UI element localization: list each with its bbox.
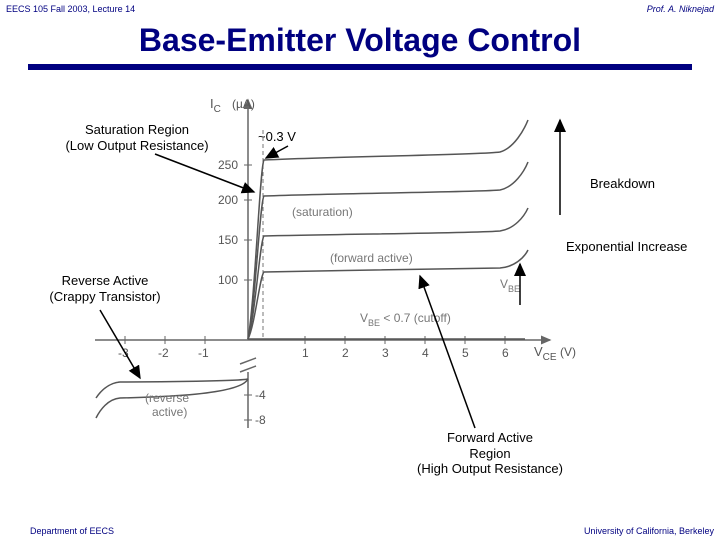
svg-text:VBE: VBE: [500, 277, 520, 294]
svg-text:100: 100: [218, 273, 238, 287]
svg-text:-8: -8: [255, 413, 266, 427]
svg-text:2: 2: [342, 346, 349, 360]
y-ticks: 250 200 150 100: [218, 158, 252, 287]
svg-text:200: 200: [218, 193, 238, 207]
axes: [95, 100, 550, 428]
svg-text:(reverse: (reverse: [145, 391, 189, 405]
iv-curves: [96, 120, 528, 418]
svg-text:active): active): [152, 405, 187, 419]
svg-text:4: 4: [422, 346, 429, 360]
svg-text:(forward active): (forward active): [330, 251, 413, 265]
svg-text:150: 150: [218, 233, 238, 247]
svg-text:-1: -1: [198, 346, 209, 360]
svg-text:1: 1: [302, 346, 309, 360]
chart-svg: IC (µA) VCE (V) 250 200 150 100 1 2 3 4 …: [0, 0, 720, 540]
svg-text:-2: -2: [158, 346, 169, 360]
svg-text:-4: -4: [255, 388, 266, 402]
svg-text:(saturation): (saturation): [292, 205, 353, 219]
svg-text:3: 3: [382, 346, 389, 360]
footer-right: University of California, Berkeley: [584, 526, 714, 536]
inline-labels: (saturation) (forward active) VBE VBE < …: [145, 205, 520, 419]
svg-text:250: 250: [218, 158, 238, 172]
svg-text:6: 6: [502, 346, 509, 360]
svg-text:VCE: VCE: [534, 344, 557, 363]
svg-text:IC: IC: [210, 96, 221, 115]
svg-text:5: 5: [462, 346, 469, 360]
footer-left: Department of EECS: [30, 526, 114, 536]
svg-text:(V): (V): [560, 345, 576, 359]
svg-text:(µA): (µA): [232, 97, 255, 111]
